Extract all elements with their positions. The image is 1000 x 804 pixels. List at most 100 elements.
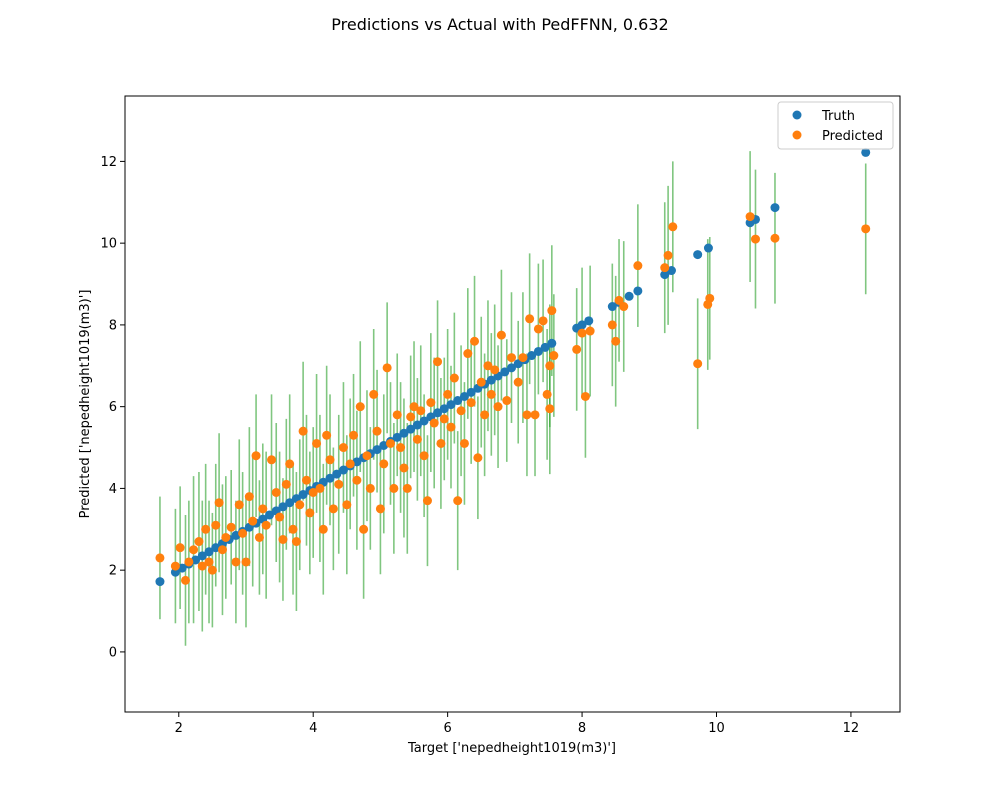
truth-point <box>666 266 676 276</box>
predicted-point <box>267 455 277 465</box>
predicted-point <box>402 483 412 493</box>
predicted-point <box>861 224 871 234</box>
predicted-point <box>476 377 486 387</box>
predicted-point <box>184 557 194 567</box>
predicted-point <box>254 532 264 542</box>
predicted-point <box>328 504 338 514</box>
predicted-point <box>429 418 439 428</box>
predicted-point <box>342 500 352 510</box>
predicted-point <box>278 535 288 545</box>
truth-point <box>624 291 634 301</box>
predicted-point <box>301 475 311 485</box>
predicted-point <box>547 306 557 316</box>
predicted-point <box>490 365 500 375</box>
predicted-point <box>439 414 449 424</box>
predicted-point <box>315 483 325 493</box>
truth-point <box>372 445 382 455</box>
truth-point <box>577 320 587 330</box>
predicted-point <box>226 522 236 532</box>
truth-point <box>392 432 402 442</box>
truth-point <box>459 391 469 401</box>
predicted-point <box>334 479 344 489</box>
truth-point <box>527 351 537 361</box>
predicted-point <box>175 543 185 553</box>
predicted-point <box>538 316 548 326</box>
truth-point <box>633 286 643 296</box>
predicted-point <box>456 406 466 416</box>
predicted-point <box>453 496 463 506</box>
predicted-point <box>197 561 207 571</box>
predicted-point <box>382 363 392 373</box>
predicted-point <box>463 349 473 359</box>
predicted-point <box>352 475 362 485</box>
predicted-point <box>379 459 389 469</box>
predicted-point <box>271 487 281 497</box>
truth-point <box>332 469 342 479</box>
predicted-point <box>577 328 587 338</box>
predicted-point <box>412 434 422 444</box>
predicted-point <box>305 508 315 518</box>
predicted-point <box>238 528 248 538</box>
predicted-point <box>369 389 379 399</box>
y-tick-label: 4 <box>109 482 117 497</box>
predicted-point <box>513 377 523 387</box>
predicted-point <box>480 410 490 420</box>
predicted-point <box>325 455 335 465</box>
predicted-point <box>375 504 385 514</box>
y-tick-label: 2 <box>109 564 117 579</box>
truth-point <box>486 375 496 385</box>
predicted-point <box>234 500 244 510</box>
predicted-point <box>349 430 359 440</box>
predicted-point <box>392 410 402 420</box>
legend: Truth Predicted <box>777 101 894 150</box>
x-tick-label: 2 <box>175 721 183 736</box>
truth-point <box>412 420 422 430</box>
predicted-point <box>409 402 419 412</box>
predicted-point <box>496 330 506 340</box>
truth-point <box>861 147 871 157</box>
predicted-point <box>318 524 328 534</box>
predicted-point <box>231 557 241 567</box>
legend-label-predicted: Predicted <box>822 129 883 144</box>
predicted-point <box>446 422 456 432</box>
predicted-point <box>470 336 480 346</box>
predicted-point <box>607 320 617 330</box>
predicted-point <box>549 351 559 361</box>
predicted-series <box>155 212 871 585</box>
truth-point <box>439 404 449 414</box>
legend-marker-predicted <box>792 130 802 140</box>
predicted-point <box>483 361 493 371</box>
predicted-point <box>619 302 629 312</box>
predicted-point <box>244 492 254 502</box>
predicted-point <box>338 443 348 453</box>
predicted-point <box>506 353 516 363</box>
predicted-point <box>248 516 258 526</box>
y-tick-label: 12 <box>100 155 117 170</box>
predicted-point <box>362 451 372 461</box>
predicted-point <box>533 324 543 334</box>
predicted-point <box>221 532 231 542</box>
legend-frame <box>777 101 894 150</box>
truth-point <box>584 316 594 326</box>
predicted-point <box>386 438 396 448</box>
predicted-point <box>770 233 780 243</box>
predicted-point <box>281 479 291 489</box>
y-tick-label: 0 <box>109 645 117 660</box>
predicted-point <box>285 459 295 469</box>
y-tick-label: 6 <box>109 400 117 415</box>
x-tick-label: 8 <box>578 721 586 736</box>
predicted-point <box>345 459 355 469</box>
predicted-point <box>291 537 301 547</box>
truth-point <box>506 363 516 373</box>
truth-point <box>278 502 288 512</box>
predicted-point <box>473 453 483 463</box>
truth-point <box>770 203 780 213</box>
truth-point <box>453 396 463 406</box>
truth-point <box>446 400 456 410</box>
predicted-point <box>422 496 432 506</box>
truth-point <box>285 498 295 508</box>
predicted-point <box>207 565 217 575</box>
truth-point <box>693 250 703 260</box>
predicted-point <box>416 406 426 416</box>
predicted-point <box>705 293 715 303</box>
